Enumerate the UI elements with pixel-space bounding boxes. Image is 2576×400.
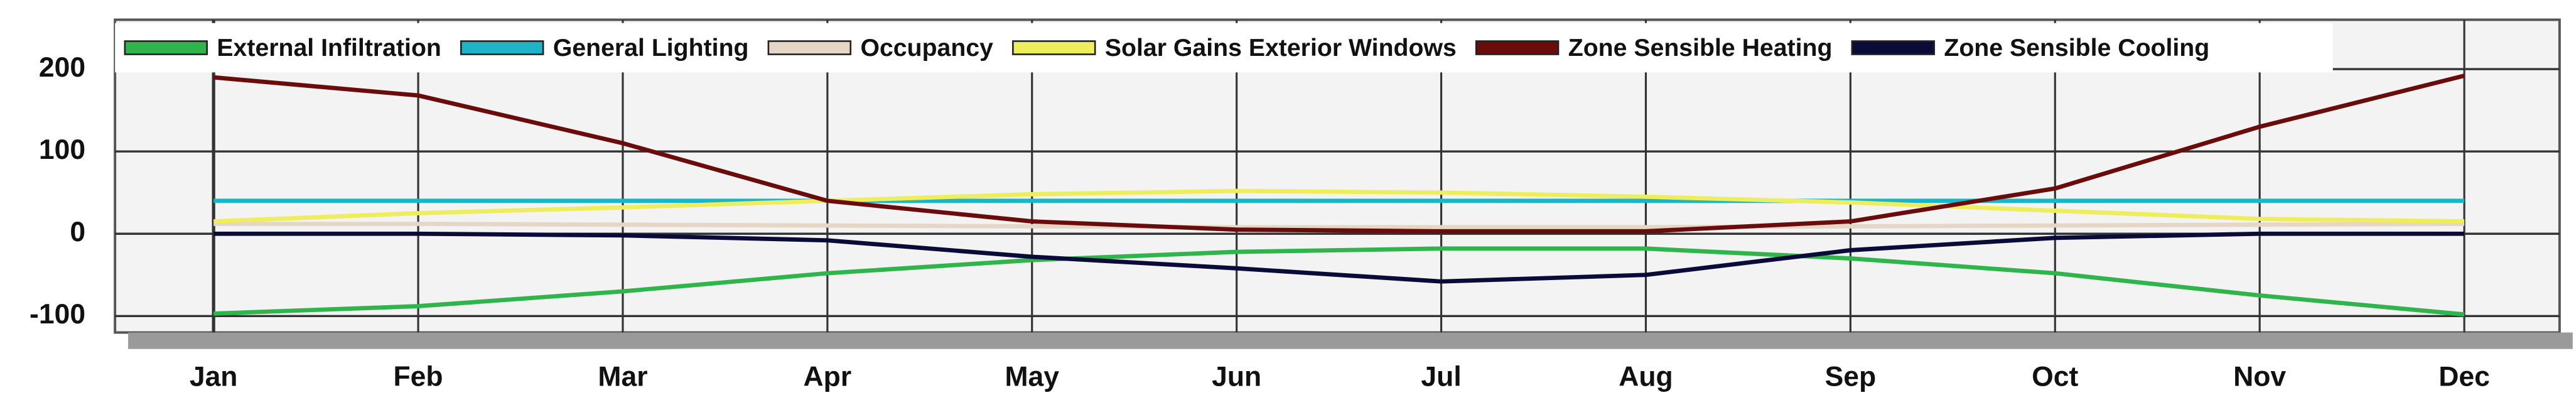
series-line — [213, 188, 2465, 224]
y-tick-label: -100 — [30, 299, 85, 330]
legend-label: Zone Sensible Cooling — [1944, 34, 2209, 62]
x-tick-label: Sep — [1825, 362, 1877, 392]
legend-swatch — [1012, 40, 1096, 55]
x-tick-label: Jun — [1212, 362, 1261, 392]
x-tick-label: Jan — [190, 362, 238, 392]
legend-label: Zone Sensible Heating — [1568, 34, 1833, 62]
series-line — [213, 73, 2465, 234]
x-tick-label: Oct — [2032, 362, 2078, 392]
x-tick-label: Apr — [804, 362, 852, 392]
legend-label: External Infiltration — [217, 34, 441, 62]
x-tick-label: Dec — [2439, 362, 2490, 392]
legend-label: Solar Gains Exterior Windows — [1105, 34, 1457, 62]
plot-base — [128, 332, 2573, 349]
y-tick-label: 0 — [70, 217, 85, 247]
legend-swatch — [460, 40, 544, 55]
legend-swatch — [1475, 40, 1560, 55]
x-tick-label: Mar — [598, 362, 647, 392]
y-tick-label: 200 — [39, 52, 85, 83]
legend-swatch — [124, 40, 208, 55]
x-tick-label: Jul — [1421, 362, 1461, 392]
series-line — [213, 231, 2465, 284]
legend-label: Occupancy — [860, 34, 993, 62]
x-tick-label: Aug — [1619, 362, 1673, 392]
legend-swatch — [767, 40, 852, 55]
legend-swatch — [1851, 40, 1935, 55]
legend-label: General Lighting — [553, 34, 749, 62]
series-line — [213, 246, 2465, 317]
x-tick-label: Feb — [394, 362, 443, 392]
series-line — [213, 222, 2465, 230]
y-tick-label: 100 — [39, 134, 85, 165]
x-tick-label: Nov — [2233, 362, 2286, 392]
x-tick-label: May — [1005, 362, 1060, 392]
